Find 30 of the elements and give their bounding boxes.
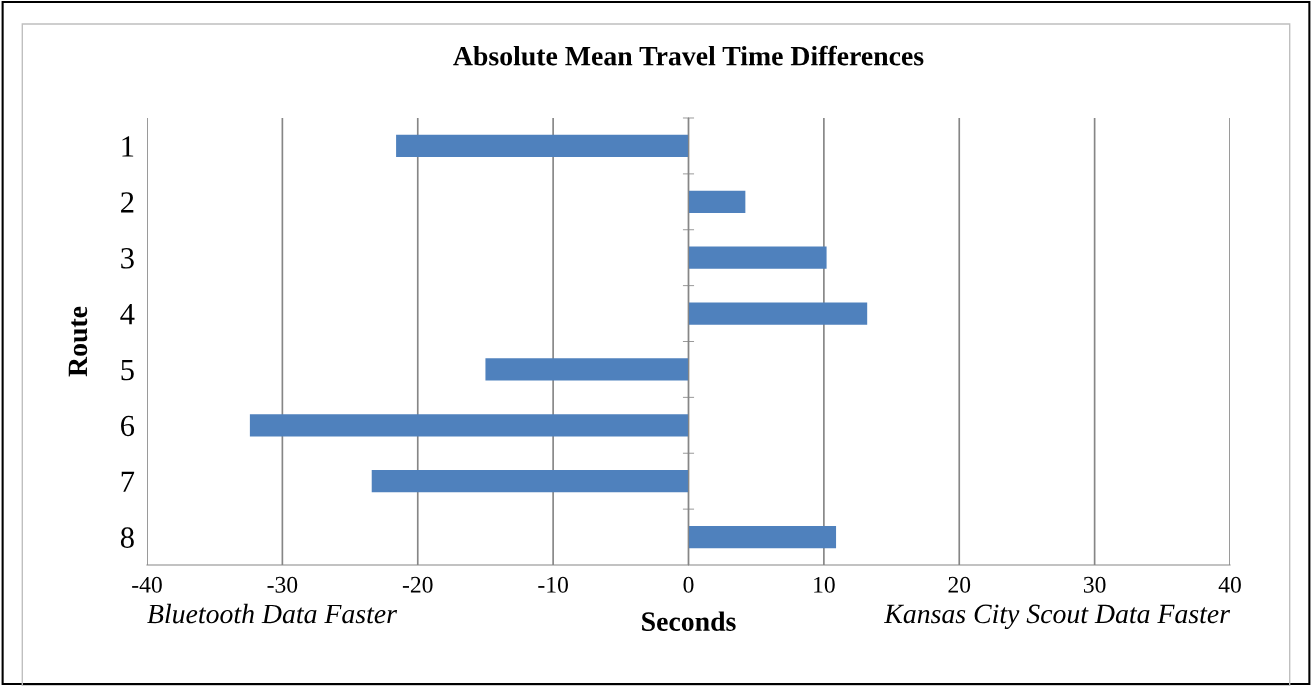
y-tick-label: 2: [121, 192, 134, 213]
bar: [371, 470, 689, 493]
x-tick-label: 30: [1083, 576, 1106, 593]
chart-title: Absolute Mean Travel Time Differences: [453, 45, 924, 66]
bar: [688, 246, 827, 269]
x-tick-label: -40: [132, 576, 162, 593]
y-axis-title: Route: [68, 306, 88, 377]
y-tick-label: 1: [122, 136, 134, 157]
y-tick-label: 3: [121, 248, 134, 269]
y-tick-label: 5: [121, 360, 134, 381]
bar: [688, 302, 868, 325]
x-tick-label: -30: [267, 576, 298, 593]
y-tick-label: 6: [121, 415, 135, 437]
bar: [688, 190, 746, 213]
x-tick-label: -20: [402, 576, 433, 593]
text: Kansas City Scout Data Faster: [883, 604, 1231, 629]
x-tick-label: 20: [948, 576, 971, 593]
y-tick-label: 7: [121, 471, 135, 492]
x-tick-label: 40: [1218, 576, 1241, 593]
x-tick-label: -10: [538, 576, 568, 593]
bar: [485, 358, 689, 381]
bar: [249, 414, 689, 437]
bar: [688, 525, 837, 549]
x-tick-label: 10: [814, 576, 835, 593]
y-tick-label: 4: [120, 304, 135, 325]
x-tick-label: 0: [683, 576, 694, 593]
text: Bluetooth Data Faster: [147, 603, 398, 624]
bar: [396, 134, 689, 158]
x-axis-title: Seconds: [642, 611, 736, 631]
y-tick-label: 8: [120, 527, 134, 548]
